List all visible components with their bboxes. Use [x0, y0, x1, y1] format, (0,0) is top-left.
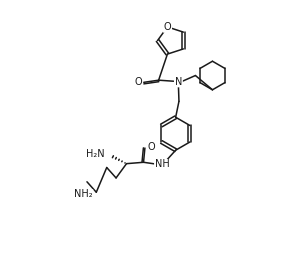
Text: NH: NH — [154, 160, 169, 169]
Text: H₂N: H₂N — [86, 149, 105, 159]
Text: O: O — [164, 22, 171, 32]
Text: O: O — [147, 142, 155, 152]
Text: N: N — [175, 76, 182, 87]
Text: O: O — [135, 77, 142, 87]
Text: NH₂: NH₂ — [74, 190, 93, 200]
